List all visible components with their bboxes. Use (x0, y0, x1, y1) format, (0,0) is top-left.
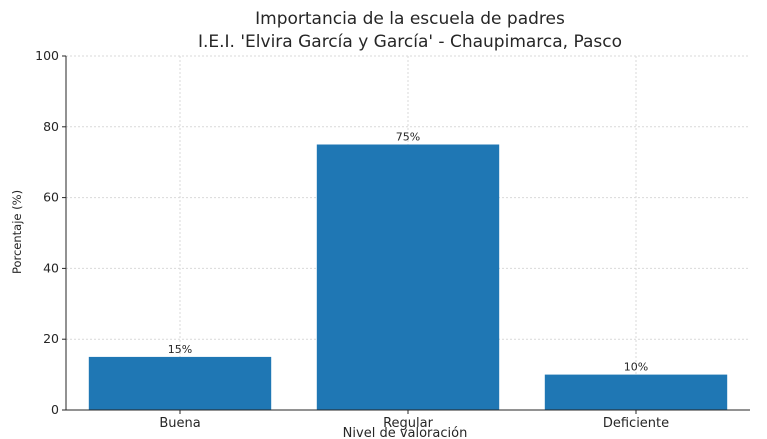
tick-labels: 0 20 40 60 80 100 Buena Regular Deficiente (35, 48, 669, 431)
data-label-buena: 15% (168, 343, 192, 356)
bar-deficiente (544, 374, 728, 410)
bars (88, 144, 728, 410)
chart-title: Importancia de la escuela de padres (255, 9, 565, 29)
bar-regular (316, 144, 500, 410)
y-tick-label: 60 (43, 190, 59, 205)
y-tick-label: 80 (43, 119, 59, 134)
y-tick-label: 0 (51, 402, 59, 417)
bar-buena (88, 356, 272, 410)
y-tick-label: 100 (35, 48, 59, 63)
y-axis-label: Porcentaje (%) (10, 190, 24, 274)
data-label-regular: 75% (396, 131, 420, 144)
x-tick-label: Regular (383, 416, 434, 431)
data-label-deficiente: 10% (624, 361, 648, 374)
x-tick-label: Deficiente (603, 416, 669, 431)
x-tick-label: Buena (159, 416, 200, 431)
data-labels: 15% 75% 10% (168, 131, 648, 374)
y-tick-label: 40 (43, 260, 59, 275)
y-tick-label: 20 (43, 331, 59, 346)
x-axis-label: Nivel de valoración (343, 426, 468, 439)
chart-subtitle: I.E.I. 'Elvira García y García' - Chaupi… (198, 32, 622, 52)
